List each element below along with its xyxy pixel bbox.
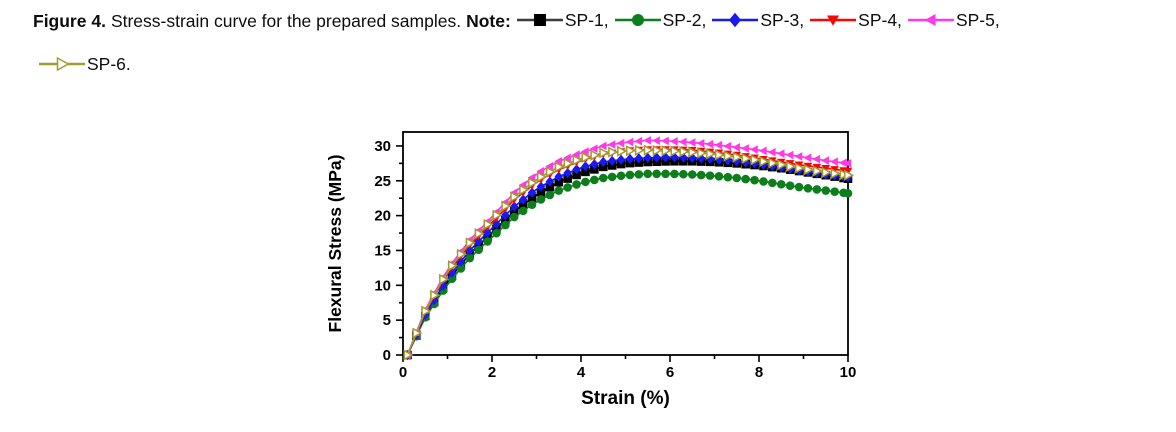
caption-legend-item-SP-1: SP-1, [516, 7, 609, 33]
caption-legend-item-SP-4: SP-4, [810, 7, 902, 33]
triangle-right-marker-icon [39, 56, 85, 72]
triangle-down-marker-icon [810, 15, 857, 26]
caption-legend-item-SP-3: SP-3, [712, 7, 804, 33]
y-tick-label: 15 [374, 242, 391, 259]
x-tick-label: 6 [666, 364, 674, 381]
y-tick-label: 5 [383, 312, 391, 329]
x-tick-label: 10 [840, 364, 857, 381]
chart-svg: 0 2 4 6 8 10 0 5 10 15 20 25 30 Strain (%) Flexural St… [325, 131, 856, 409]
x-tick-label: 4 [577, 364, 586, 381]
caption-legend-label: SP-1, [564, 10, 609, 30]
diamond-marker-icon [712, 12, 759, 28]
caption-text: Stress-strain curve for the prepared sam… [110, 11, 462, 31]
x-tick-label: 0 [399, 364, 407, 381]
y-tick-label: 20 [374, 208, 391, 225]
figure-caption-continued: SP-6. [33, 51, 131, 79]
y-tick-label: 25 [374, 173, 391, 190]
caption-legend-row-1: SP-1, SP-2, SP-3, SP-4, SP-5, [511, 7, 1000, 35]
caption-legend-item-SP-6: SP-6. [39, 51, 131, 77]
caption-legend-label: SP-2, [662, 10, 707, 30]
caption-legend-item-SP-5: SP-5, [907, 7, 1000, 33]
x-axis-title: Strain (%) [581, 388, 670, 409]
series-SP-2 [403, 169, 853, 360]
caption-legend-row-2: SP-6. [33, 51, 131, 79]
caption-legend-label: SP-5, [955, 10, 1000, 30]
caption-legend-label: SP-4, [858, 10, 902, 30]
x-tick-label: 2 [488, 364, 496, 381]
caption-legend-label: SP-6. [87, 54, 131, 74]
series-SP-6-markers [403, 144, 855, 361]
y-tick-label: 30 [374, 138, 391, 155]
y-axis-title: Flexural Stress (MPa) [325, 155, 345, 333]
stress-strain-chart: 0 2 4 6 8 10 0 5 10 15 20 25 30 Strain (%) Flexural St… [320, 100, 880, 432]
caption-legend-item-SP-2: SP-2, [614, 7, 707, 33]
square-marker-icon [516, 14, 563, 26]
series-SP-2-markers [403, 169, 853, 360]
series-SP-2-line [406, 172, 849, 356]
triangle-left-marker-icon [907, 14, 954, 26]
figure-label: Figure 4. [33, 11, 106, 31]
y-tick-label: 0 [383, 347, 391, 364]
circle-marker-icon [614, 14, 661, 26]
axis-tick-labels: 0 2 4 6 8 10 0 5 10 15 20 25 30 [374, 138, 856, 381]
series-SP-6 [403, 144, 855, 361]
x-tick-label: 8 [755, 364, 763, 381]
caption-legend-label: SP-3, [760, 10, 805, 30]
figure-caption: Figure 4. Stress-strain curve for the pr… [33, 7, 1000, 35]
caption-note-label: Note: [466, 11, 511, 31]
y-tick-label: 10 [374, 277, 391, 294]
axis-ticks [396, 145, 849, 362]
